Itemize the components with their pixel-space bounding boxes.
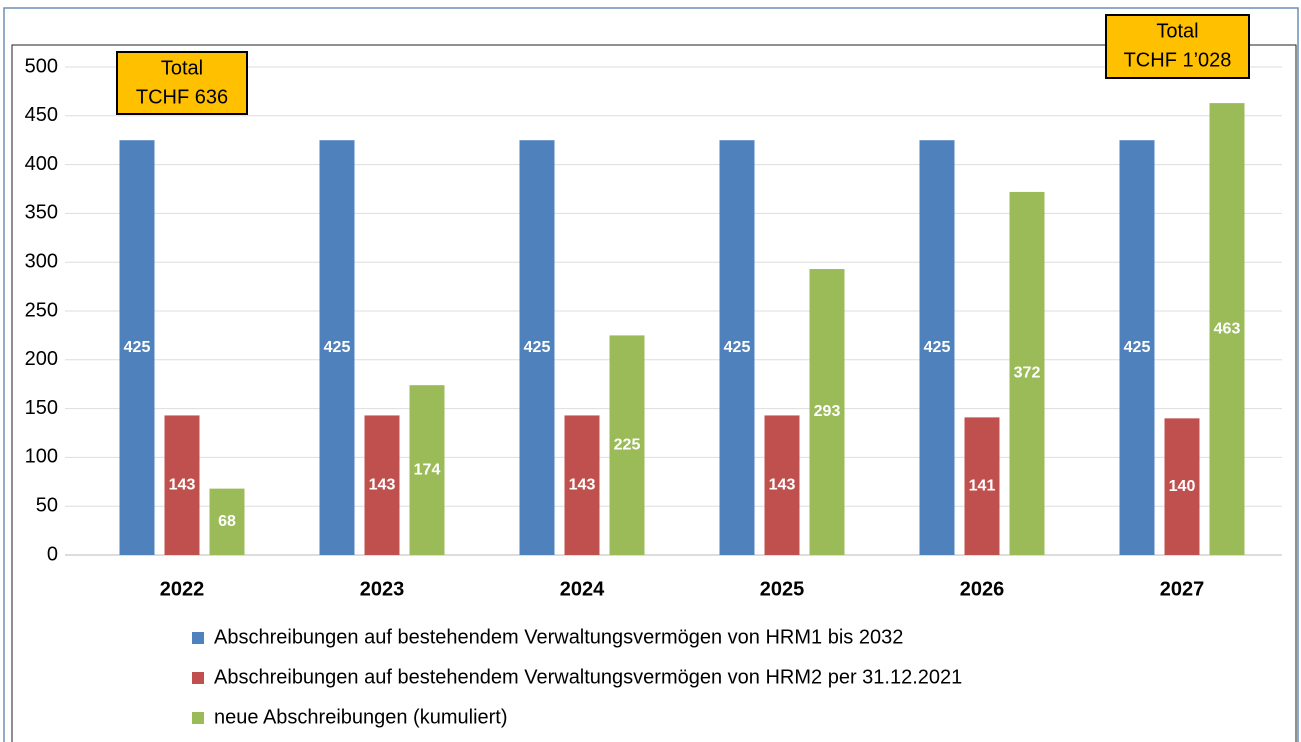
y-tick-label: 150	[25, 397, 58, 419]
bar	[1164, 418, 1200, 555]
annotation-box	[116, 51, 248, 115]
data-label: 425	[324, 339, 351, 356]
bar	[319, 140, 355, 555]
bar	[919, 140, 955, 555]
data-label: 143	[569, 476, 596, 493]
outer-frame	[3, 7, 1299, 742]
y-tick-label: 450	[25, 104, 58, 126]
bar	[1009, 191, 1045, 556]
bar	[364, 415, 400, 555]
y-tick-label: 400	[25, 153, 58, 175]
bar	[119, 140, 155, 555]
annotation-text: TCHF 1’028	[1124, 49, 1232, 71]
data-label: 68	[218, 513, 236, 530]
bar	[1209, 103, 1245, 555]
legend-swatch	[192, 672, 204, 684]
data-label: 425	[524, 339, 551, 356]
data-label: 463	[1214, 320, 1241, 337]
bar	[809, 269, 845, 555]
data-label: 141	[969, 477, 996, 494]
bar	[719, 140, 755, 555]
x-tick-label: 2024	[560, 578, 605, 600]
legend-label: neue Abschreibungen (kumuliert)	[214, 706, 508, 728]
legend-swatch	[192, 712, 204, 724]
data-label: 425	[1124, 339, 1151, 356]
y-tick-label: 350	[25, 202, 58, 224]
annotation-box	[1105, 14, 1250, 79]
x-tick-label: 2023	[360, 578, 405, 600]
legend-swatch	[192, 632, 204, 644]
data-label: 225	[614, 436, 641, 453]
bar	[564, 415, 600, 555]
x-tick-label: 2022	[160, 578, 205, 600]
y-tick-label: 0	[47, 543, 58, 565]
x-tick-label: 2026	[960, 578, 1005, 600]
bar	[964, 417, 1000, 555]
data-label: 425	[124, 339, 151, 356]
data-label: 143	[169, 476, 196, 493]
bar	[409, 385, 445, 555]
x-tick-label: 2027	[1160, 578, 1205, 600]
y-tick-label: 250	[25, 299, 58, 321]
data-label: 425	[724, 339, 751, 356]
y-tick-label: 300	[25, 250, 58, 272]
annotation-text: TCHF 636	[136, 86, 228, 108]
data-label: 425	[924, 339, 951, 356]
annotation-text: Total	[161, 57, 203, 79]
chart-frame	[11, 44, 1297, 742]
data-label: 140	[1169, 478, 1196, 495]
bar	[1119, 140, 1155, 555]
y-tick-label: 50	[36, 494, 58, 516]
data-label: 143	[769, 476, 796, 493]
bar	[519, 140, 555, 555]
bar	[164, 415, 200, 555]
data-label: 174	[414, 461, 441, 478]
legend-label: Abschreibungen auf bestehendem Verwaltun…	[214, 666, 962, 688]
y-tick-label: 500	[25, 55, 58, 77]
y-tick-label: 100	[25, 446, 58, 468]
data-label: 372	[1014, 365, 1041, 382]
annotation-text: Total	[1156, 20, 1198, 42]
data-label: 143	[369, 476, 396, 493]
bar	[209, 488, 245, 555]
bar	[609, 335, 645, 555]
y-tick-label: 200	[25, 348, 58, 370]
x-tick-label: 2025	[760, 578, 805, 600]
legend-label: Abschreibungen auf bestehendem Verwaltun…	[214, 626, 903, 648]
data-label: 293	[814, 403, 841, 420]
bar	[764, 415, 800, 555]
